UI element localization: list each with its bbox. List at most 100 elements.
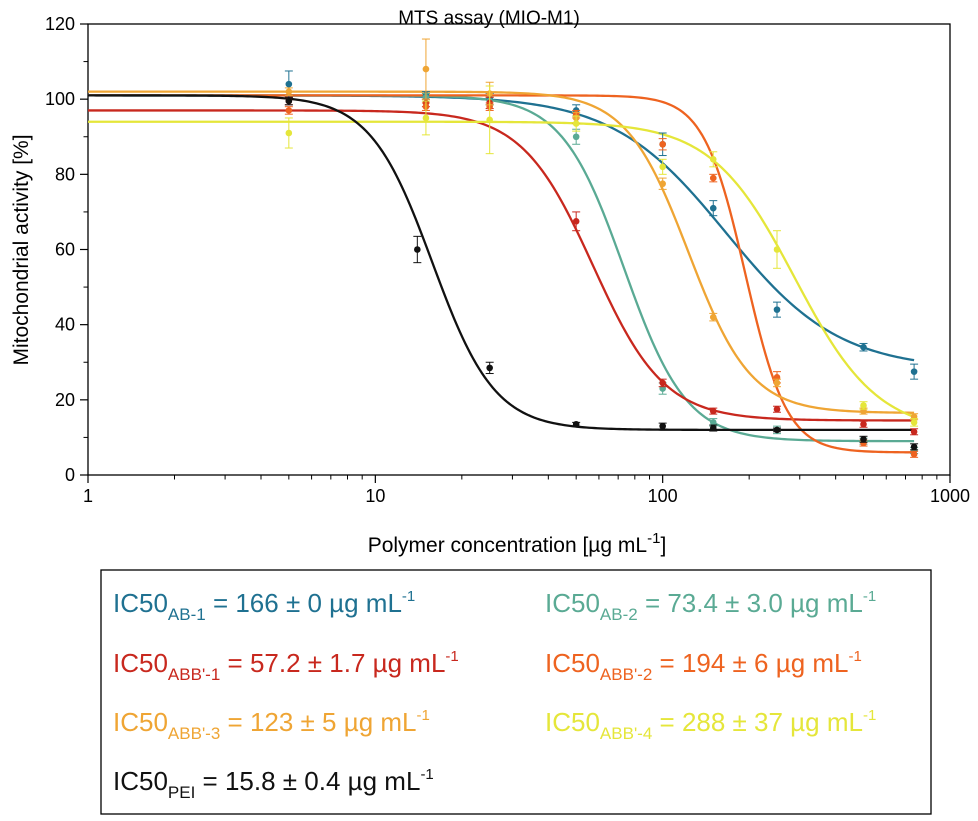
data-marker (910, 419, 918, 426)
data-marker (285, 107, 293, 114)
data-marker (709, 156, 717, 163)
data-marker (572, 218, 580, 225)
data-point-ABB'-3 (773, 378, 782, 388)
data-marker (285, 97, 293, 105)
data-marker (572, 120, 580, 127)
y-tick-label: 80 (55, 164, 75, 184)
data-point-ABB'-4 (859, 401, 868, 410)
data-point-ABB'-4 (773, 230, 782, 269)
data-point-ABB'-2 (709, 173, 718, 183)
data-point-ABB'-4 (421, 100, 430, 136)
x-axis: 1 10 100 1000 (83, 475, 970, 506)
data-marker (860, 343, 867, 351)
legend-entry-ABB'-2: IC50ABB'-2 = 194 ± 6 µg mL-1 (545, 648, 862, 684)
data-marker (486, 116, 493, 124)
data-point-PEI (413, 235, 422, 264)
data-point-PEI (572, 420, 581, 428)
data-point-AB-1 (910, 363, 919, 380)
y-tick-label: 120 (45, 14, 75, 34)
data-marker (910, 451, 918, 458)
data-point-PEI (709, 424, 718, 432)
fit-curve-ABB'-2 (88, 94, 915, 454)
data-marker (709, 313, 717, 321)
x-tick-label: 1 (83, 486, 93, 506)
data-marker (659, 379, 666, 387)
data-point-AB-1 (859, 342, 868, 352)
legend-entry-AB-2: IC50AB-2 = 73.4 ± 3.0 µg mL-1 (545, 588, 876, 624)
data-marker (709, 419, 717, 426)
data-marker (709, 174, 717, 182)
data-point-PEI (773, 426, 782, 434)
data-point-ABB'-3 (709, 312, 718, 322)
y-axis: 0 20 40 60 80 100 120 (45, 14, 88, 485)
data-point-ABB'-1 (572, 211, 581, 232)
data-point-AB-1 (709, 200, 718, 217)
data-point-PEI (910, 443, 919, 451)
data-marker (414, 246, 421, 253)
legend-box (100, 569, 932, 815)
data-point-ABB'-4 (658, 158, 667, 175)
legend-entry-ABB'-3: IC50ABB'-3 = 123 ± 5 µg mL-1 (113, 707, 430, 743)
legend-entry-PEI: IC50PEI = 15.8 ± 0.4 µg mL-1 (113, 766, 434, 802)
y-axis-title: Mitochondrial activity [%] (10, 134, 33, 365)
data-marker (285, 80, 293, 88)
y-tick-label: 100 (45, 89, 75, 109)
data-marker (422, 114, 430, 122)
y-tick-label: 20 (55, 390, 75, 410)
fit-curve-ABB'-3 (88, 90, 915, 414)
fit-curve-ABB'-1 (88, 109, 915, 422)
data-marker (285, 88, 293, 95)
data-point-ABB'-4 (485, 85, 494, 155)
data-point-ABB'-4 (910, 418, 919, 427)
data-point-ABB'-3 (658, 177, 667, 190)
data-point-ABB'-1 (773, 405, 782, 413)
data-point-ABB'-1 (658, 378, 667, 388)
data-marker (910, 428, 918, 436)
legend-entry-ABB'-1: IC50ABB'-1 = 57.2 ± 1.7 µg mL-1 (113, 648, 459, 684)
data-marker (860, 402, 867, 409)
data-point-PEI (284, 96, 293, 106)
fit-curves (88, 90, 915, 454)
data-point-ABB'-2 (658, 138, 667, 151)
data-point-ABB'-1 (910, 428, 919, 436)
data-marker (659, 140, 666, 148)
data-marker (659, 180, 666, 188)
data-point-ABB'-3 (421, 38, 430, 100)
data-point-ABB'-2 (910, 450, 919, 458)
data-marker (572, 420, 580, 428)
fit-curve-ABB'-4 (88, 120, 915, 419)
data-marker (572, 133, 580, 141)
legend: IC50AB-1 = 166 ± 0 µg mL-1 IC50AB-2 = 73.… (113, 588, 876, 802)
data-marker (773, 405, 781, 413)
y-tick-label: 40 (55, 315, 75, 335)
data-marker (773, 426, 781, 434)
data-point-ABB'-2 (284, 106, 293, 115)
data-marker (486, 364, 493, 372)
chart-title: MTS assay (MIO-M1) (398, 8, 580, 29)
data-marker (910, 368, 918, 375)
data-points (284, 38, 919, 458)
data-point-PEI (859, 435, 868, 443)
data-marker (773, 379, 781, 387)
data-point-PEI (658, 422, 667, 430)
y-tick-label: 60 (55, 240, 75, 260)
legend-entry-AB-1: IC50AB-1 = 166 ± 0 µg mL-1 (113, 588, 415, 624)
data-point-ABB'-4 (572, 115, 581, 132)
x-axis-title: Polymer concentration [µg mL-1] (368, 530, 667, 557)
data-marker (709, 204, 717, 212)
x-tick-label: 1000 (930, 486, 970, 506)
data-marker (860, 420, 867, 428)
data-marker (285, 129, 293, 137)
x-tick-label: 100 (648, 486, 678, 506)
data-point-AB-1 (773, 301, 782, 318)
data-marker (773, 246, 781, 253)
data-marker (709, 424, 717, 432)
data-point-PEI (485, 361, 494, 375)
data-marker (773, 306, 781, 313)
data-point-AB-2 (572, 128, 581, 145)
data-marker (709, 407, 717, 415)
data-point-ABB'-1 (859, 420, 868, 428)
data-marker (422, 65, 430, 73)
data-marker (910, 443, 918, 451)
